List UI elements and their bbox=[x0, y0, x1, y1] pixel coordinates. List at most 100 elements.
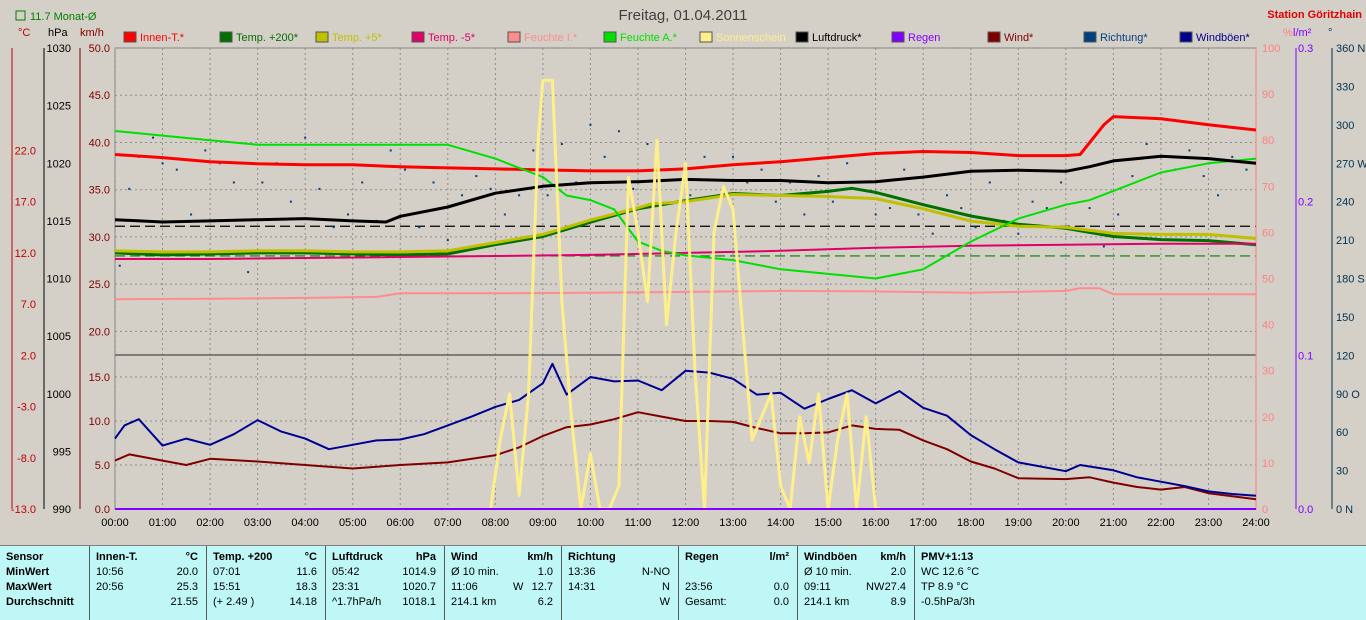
pressure-tick-label: 1010 bbox=[47, 274, 71, 286]
series-line-innen-t- bbox=[114, 115, 1257, 173]
legend-label: Wind* bbox=[1004, 32, 1034, 44]
cell-time: 15:51 bbox=[213, 581, 241, 593]
cell-value: 0.0 bbox=[773, 596, 789, 608]
direction-point bbox=[817, 175, 820, 178]
cell-value: 8.9 bbox=[890, 596, 906, 608]
direction-point bbox=[1017, 232, 1020, 235]
cell-value: 12.7 bbox=[531, 581, 553, 593]
legend-label: Innen-T.* bbox=[140, 32, 185, 44]
direction-point bbox=[945, 194, 948, 197]
table-col: Luftdruck hPa 05:42 1014.9 23:31 1020.7 ^1.7hP… bbox=[325, 546, 444, 620]
wind-unit-label: km/h bbox=[80, 27, 104, 39]
direction-tick-label: 360 N bbox=[1336, 43, 1365, 55]
legend-swatch bbox=[1083, 31, 1097, 43]
cell-time: 14:31 bbox=[568, 581, 596, 593]
x-tick-label: 10:00 bbox=[577, 517, 605, 529]
x-tick-label: 21:00 bbox=[1100, 517, 1128, 529]
wind-tick-label: 45.0 bbox=[89, 90, 110, 102]
rain-tick-label: 0.2 bbox=[1298, 197, 1313, 209]
column-unit: °C bbox=[304, 551, 317, 563]
legend-label: Temp. +5* bbox=[332, 32, 383, 44]
cell-value: W bbox=[659, 596, 670, 608]
table-col: Temp. +200 °C 07:01 11.6 15:51 18.3 (+ 2.49 ) 1… bbox=[206, 546, 325, 620]
row-label: Durchschnitt bbox=[6, 596, 74, 608]
direction-point bbox=[632, 187, 635, 190]
direction-point bbox=[803, 213, 806, 216]
column-header: Windböen bbox=[804, 551, 858, 563]
weather-chart: Freitag, 01.04.2011 Station Göritzhain 1… bbox=[10, 7, 1366, 529]
cell-value: 1014.9 bbox=[402, 566, 436, 578]
temp-tick-label: -8.0 bbox=[17, 453, 36, 465]
pressure-tick-label: 1000 bbox=[47, 389, 71, 401]
direction-point bbox=[152, 136, 155, 139]
direction-point bbox=[589, 123, 592, 126]
column-header: Richtung bbox=[568, 551, 616, 563]
direction-point bbox=[646, 143, 649, 146]
pressure-tick-label: 1030 bbox=[47, 43, 71, 55]
series-line-temp-5- bbox=[114, 193, 1257, 254]
direction-tick-label: 150 bbox=[1336, 312, 1354, 324]
direction-point bbox=[318, 187, 321, 190]
direction-tick-label: 270 W bbox=[1336, 158, 1366, 170]
cell-value: N-NO bbox=[641, 566, 670, 578]
legend: Innen-T.* Temp. +200* Temp. +5* Temp. -5* Fe… bbox=[123, 31, 1251, 44]
direction-point bbox=[546, 194, 549, 197]
humidity-tick-label: 10 bbox=[1262, 458, 1274, 470]
cell-time: 214.1 km bbox=[804, 596, 850, 608]
pressure-tick-label: 1005 bbox=[47, 331, 71, 343]
cell-time: Ø 10 min. bbox=[451, 566, 499, 578]
direction-point bbox=[988, 181, 991, 184]
cell-value: N bbox=[662, 581, 670, 593]
column-unit: km/h bbox=[527, 551, 553, 563]
legend-swatch bbox=[699, 31, 713, 43]
cell-time: ^1.7hPa/h bbox=[332, 596, 382, 608]
direction-point bbox=[974, 226, 977, 229]
legend-label: Windböen* bbox=[1196, 32, 1251, 44]
legend-label: Feuchte A.* bbox=[620, 32, 678, 44]
table-col: Wind km/h Ø 10 min. 1.0 11:06 W 12.7 214.1 km 6.… bbox=[444, 546, 561, 620]
legend-label: Luftdruck* bbox=[812, 32, 862, 44]
wind-tick-label: 20.0 bbox=[89, 326, 110, 338]
humidity-tick-label: 50 bbox=[1262, 274, 1274, 286]
column-header: PMV+1:13 bbox=[921, 551, 974, 563]
row-label: MinWert bbox=[6, 566, 50, 578]
cell-time: 23:31 bbox=[332, 581, 360, 593]
x-tick-label: 24:00 bbox=[1242, 517, 1270, 529]
x-tick-label: 08:00 bbox=[482, 517, 510, 529]
humidity-tick-label: 40 bbox=[1262, 320, 1274, 332]
cell-time: 09:11 bbox=[804, 581, 831, 593]
humidity-tick-label: 60 bbox=[1262, 227, 1274, 239]
x-tick-label: 07:00 bbox=[434, 517, 462, 529]
x-tick-label: 12:00 bbox=[672, 517, 700, 529]
cell-value: 0.0 bbox=[773, 581, 789, 593]
station-name: Station Göritzhain bbox=[1267, 9, 1362, 21]
legend-label: Temp. -5* bbox=[428, 32, 476, 44]
direction-tick-label: 210 bbox=[1336, 235, 1354, 247]
series-line-sonnenschein bbox=[489, 78, 881, 511]
cell-value: 25.3 bbox=[176, 581, 198, 593]
x-tick-label: 11:00 bbox=[625, 517, 652, 529]
cell-time: 214.1 km bbox=[451, 596, 497, 608]
x-tick-label: 03:00 bbox=[244, 517, 272, 529]
direction-point bbox=[304, 136, 307, 139]
column-header: Regen bbox=[685, 551, 719, 563]
pressure-tick-label: 1025 bbox=[47, 101, 71, 113]
row-label: MaxWert bbox=[6, 581, 52, 593]
x-tick-label: 13:00 bbox=[719, 517, 747, 529]
direction-point bbox=[1245, 168, 1248, 171]
cell-time: Gesamt: bbox=[685, 596, 727, 608]
cell-value: 1.0 bbox=[537, 566, 553, 578]
legend-swatch bbox=[507, 31, 521, 43]
cell-value: 21.55 bbox=[170, 596, 198, 608]
x-tick-label: 17:00 bbox=[909, 517, 937, 529]
rain-tick-label: 0.3 bbox=[1298, 43, 1313, 55]
column-unit: °C bbox=[185, 551, 198, 563]
legend-swatch bbox=[315, 31, 329, 43]
direction-point bbox=[518, 194, 521, 197]
series-line-temp-5- bbox=[115, 242, 1256, 260]
x-tick-label: 05:00 bbox=[339, 517, 367, 529]
stats-table: Sensor MinWert MaxWert Durchschnitt Innen-T.… bbox=[0, 545, 1366, 620]
legend-swatch bbox=[411, 31, 425, 43]
rain-tick-label: 0.0 bbox=[1298, 504, 1313, 516]
direction-point bbox=[1216, 194, 1219, 197]
